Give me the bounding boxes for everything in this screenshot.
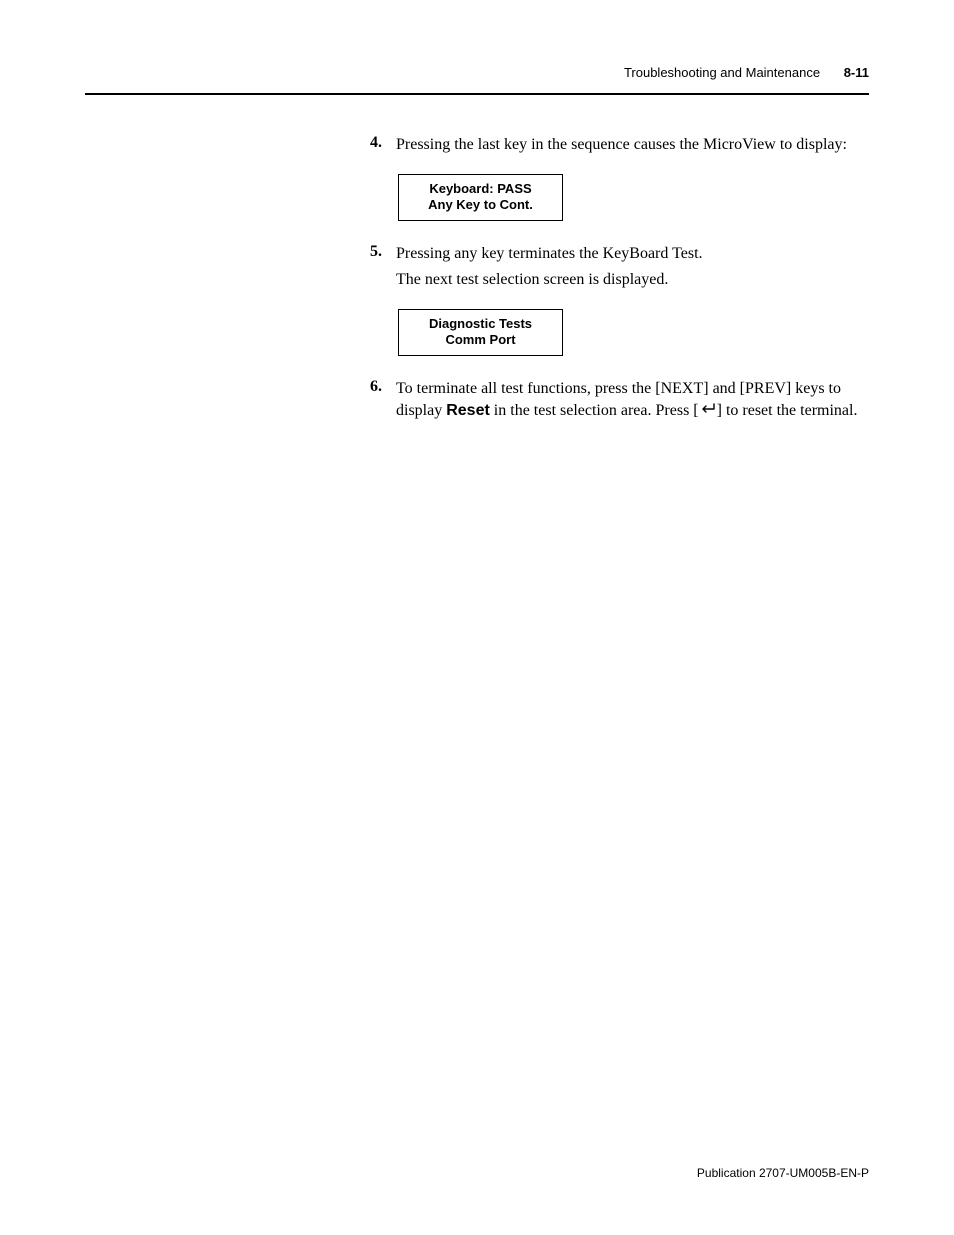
- display-line: Keyboard: PASS: [407, 181, 554, 198]
- step-number: 5.: [370, 243, 392, 261]
- display-line: Comm Port: [407, 332, 554, 349]
- step-4: 4. Pressing the last key in the sequence…: [370, 134, 870, 156]
- step-number: 4.: [370, 134, 392, 152]
- step-text: Pressing the last key in the sequence ca…: [396, 134, 866, 156]
- step-text: Pressing any key terminates the KeyBoard…: [396, 243, 866, 290]
- page-header: Troubleshooting and Maintenance 8-11: [85, 65, 869, 99]
- display-box-keyboard-pass: Keyboard: PASS Any Key to Cont.: [398, 174, 563, 222]
- display-line: Any Key to Cont.: [407, 197, 554, 214]
- content-area: 4. Pressing the last key in the sequence…: [370, 134, 870, 440]
- step-text-mid: in the test selection area. Press [: [490, 402, 699, 419]
- step-text-main: Pressing any key terminates the KeyBoard…: [396, 245, 703, 262]
- page-footer: Publication 2707-UM005B-EN-P: [697, 1166, 869, 1180]
- step-6: 6. To terminate all test functions, pres…: [370, 378, 870, 422]
- step-text-post: ] to reset the terminal.: [717, 402, 858, 419]
- step-text: To terminate all test functions, press t…: [396, 378, 866, 422]
- reset-word: Reset: [446, 402, 490, 419]
- header-rule: [85, 93, 869, 95]
- header-text-block: Troubleshooting and Maintenance 8-11: [624, 65, 869, 80]
- display-box-diagnostic-tests: Diagnostic Tests Comm Port: [398, 309, 563, 357]
- enter-key-icon: [699, 400, 717, 422]
- step-text-follow: The next test selection screen is displa…: [396, 269, 866, 291]
- step-5: 5. Pressing any key terminates the KeyBo…: [370, 243, 870, 290]
- step-number: 6.: [370, 378, 392, 396]
- display-line: Diagnostic Tests: [407, 316, 554, 333]
- header-section-title: Troubleshooting and Maintenance: [624, 65, 820, 80]
- page-container: Troubleshooting and Maintenance 8-11 4. …: [0, 0, 954, 1235]
- publication-id: Publication 2707-UM005B-EN-P: [697, 1166, 869, 1180]
- header-page-number: 8-11: [844, 65, 869, 80]
